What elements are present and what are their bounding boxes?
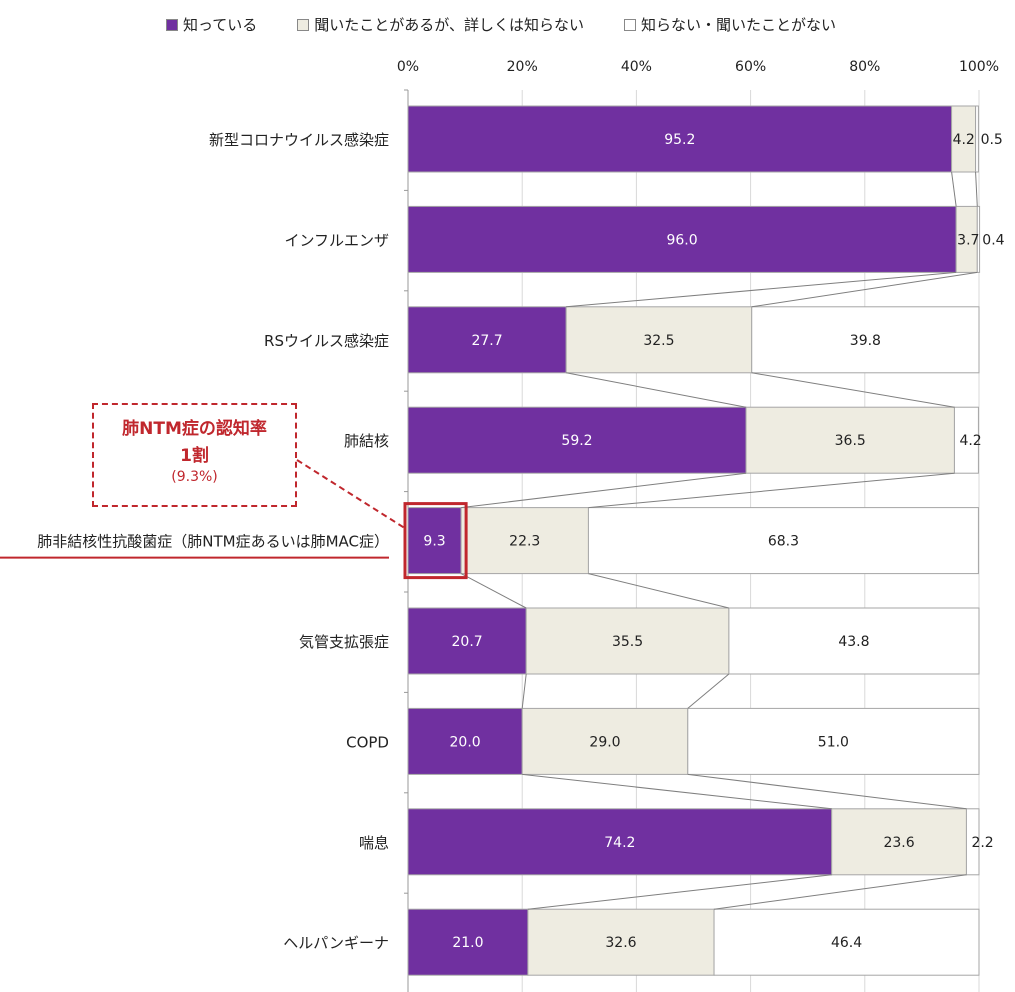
x-tick-label: 80% [849, 59, 880, 75]
connector-line [527, 874, 832, 910]
connector-line [713, 874, 967, 910]
data-label: 36.5 [835, 433, 866, 449]
category-label: インフルエンザ [284, 231, 389, 249]
bar-segment [976, 205, 981, 273]
bar-segment [565, 306, 753, 374]
data-label: 23.6 [883, 835, 914, 851]
legend-label-unknown: 知らない・聞いたことがない [640, 16, 836, 34]
x-tick-label: 0% [397, 59, 419, 75]
x-tick-label: 40% [621, 59, 652, 75]
highlight-callout: 肺NTM症の認知率 1割 (9.3%) [92, 403, 297, 507]
legend-item-heard: 聞いたことがあるが、詳しくは知らない [297, 14, 584, 35]
legend-label-heard: 聞いたことがあるが、詳しくは知らない [314, 16, 584, 34]
legend-label-known: 知っている [183, 16, 258, 34]
callout-title: 肺NTM症の認知率 [122, 419, 267, 439]
category-label: 気管支拡張症 [299, 633, 389, 651]
connector-line [588, 472, 955, 509]
bar-segment [407, 105, 953, 173]
bar-segment [407, 908, 529, 976]
x-tick-label: 20% [507, 59, 538, 75]
data-label: 3.7 [957, 232, 979, 248]
data-label: 74.2 [604, 835, 635, 851]
callout-percent: (9.3%) [171, 469, 218, 485]
connector-line [588, 573, 730, 609]
connector-line [461, 472, 747, 509]
bar-segment [713, 908, 980, 976]
data-label: 22.3 [509, 534, 540, 550]
data-label: 0.4 [982, 232, 1004, 248]
connector-line [521, 673, 527, 709]
data-label: 95.2 [664, 132, 695, 148]
data-label: 32.6 [605, 935, 636, 951]
callout-ratio: 1割 [180, 446, 209, 466]
bar-segment [407, 406, 747, 474]
data-label: 4.2 [959, 433, 981, 449]
bar-segment [460, 507, 589, 575]
bar-segment [975, 105, 979, 173]
connector-line [687, 773, 967, 810]
highlight-box [403, 502, 468, 580]
connector-line [751, 372, 955, 408]
data-label: 43.8 [838, 634, 869, 650]
x-tick-label: 60% [735, 59, 766, 75]
bar-segment [745, 406, 955, 474]
legend-item-known: 知っている [166, 14, 257, 35]
data-label: 4.2 [953, 132, 975, 148]
category-label: COPD [346, 733, 389, 751]
connector-line [951, 171, 957, 207]
data-label: 51.0 [818, 734, 849, 750]
data-label: 68.3 [768, 534, 799, 550]
bar-segment [751, 306, 980, 374]
data-label: 21.0 [452, 935, 483, 951]
bar-segment [831, 808, 967, 876]
bar-segment [407, 707, 523, 775]
connector-line [975, 171, 978, 207]
connector-line [687, 673, 730, 709]
bar-segment [587, 507, 979, 575]
data-label: 0.5 [981, 132, 1003, 148]
bar-segment [728, 607, 980, 675]
connector-line [460, 573, 527, 609]
data-label: 35.5 [612, 634, 643, 650]
category-label: 喘息 [359, 834, 389, 852]
bar-segment [407, 306, 567, 374]
bar-segment [521, 707, 689, 775]
bar-segment [407, 205, 957, 273]
connector-line [522, 773, 832, 810]
data-label: 27.7 [471, 333, 502, 349]
data-label: 2.2 [971, 835, 993, 851]
data-label: 20.7 [452, 634, 483, 650]
bar-segment [965, 808, 980, 876]
category-label: ヘルパンギーナ [283, 934, 389, 952]
bar-segment [525, 607, 730, 675]
data-label: 29.0 [589, 734, 620, 750]
category-label: 肺結核 [344, 432, 389, 450]
data-label: 20.0 [450, 734, 481, 750]
bar-segment [953, 406, 979, 474]
data-label: 9.3 [423, 534, 445, 550]
legend-swatch-heard [297, 18, 310, 31]
data-label: 59.2 [561, 433, 592, 449]
bar-segment [687, 707, 980, 775]
callout-pointer [296, 459, 405, 529]
data-label: 96.0 [666, 232, 697, 248]
data-label: 46.4 [831, 935, 862, 951]
category-label: 新型コロナウイルス感染症 [209, 131, 389, 149]
category-label: RSウイルス感染症 [264, 332, 389, 350]
legend-swatch-unknown [623, 18, 636, 31]
connector-line [566, 271, 957, 308]
bar-segment [527, 908, 715, 976]
connector-line [566, 372, 747, 408]
category-label: 肺非結核性抗酸菌症（肺NTM症あるいは肺MAC症） [37, 533, 389, 551]
chart-legend: 知っている 聞いたことがあるが、詳しくは知らない 知らない・聞いたことがない [166, 14, 876, 35]
connector-line [751, 271, 978, 308]
x-tick-label: 100% [959, 59, 999, 75]
data-label: 32.5 [643, 333, 674, 349]
data-label: 39.8 [850, 333, 881, 349]
legend-item-unknown: 知らない・聞いたことがない [623, 14, 836, 35]
legend-swatch-known [166, 18, 178, 31]
